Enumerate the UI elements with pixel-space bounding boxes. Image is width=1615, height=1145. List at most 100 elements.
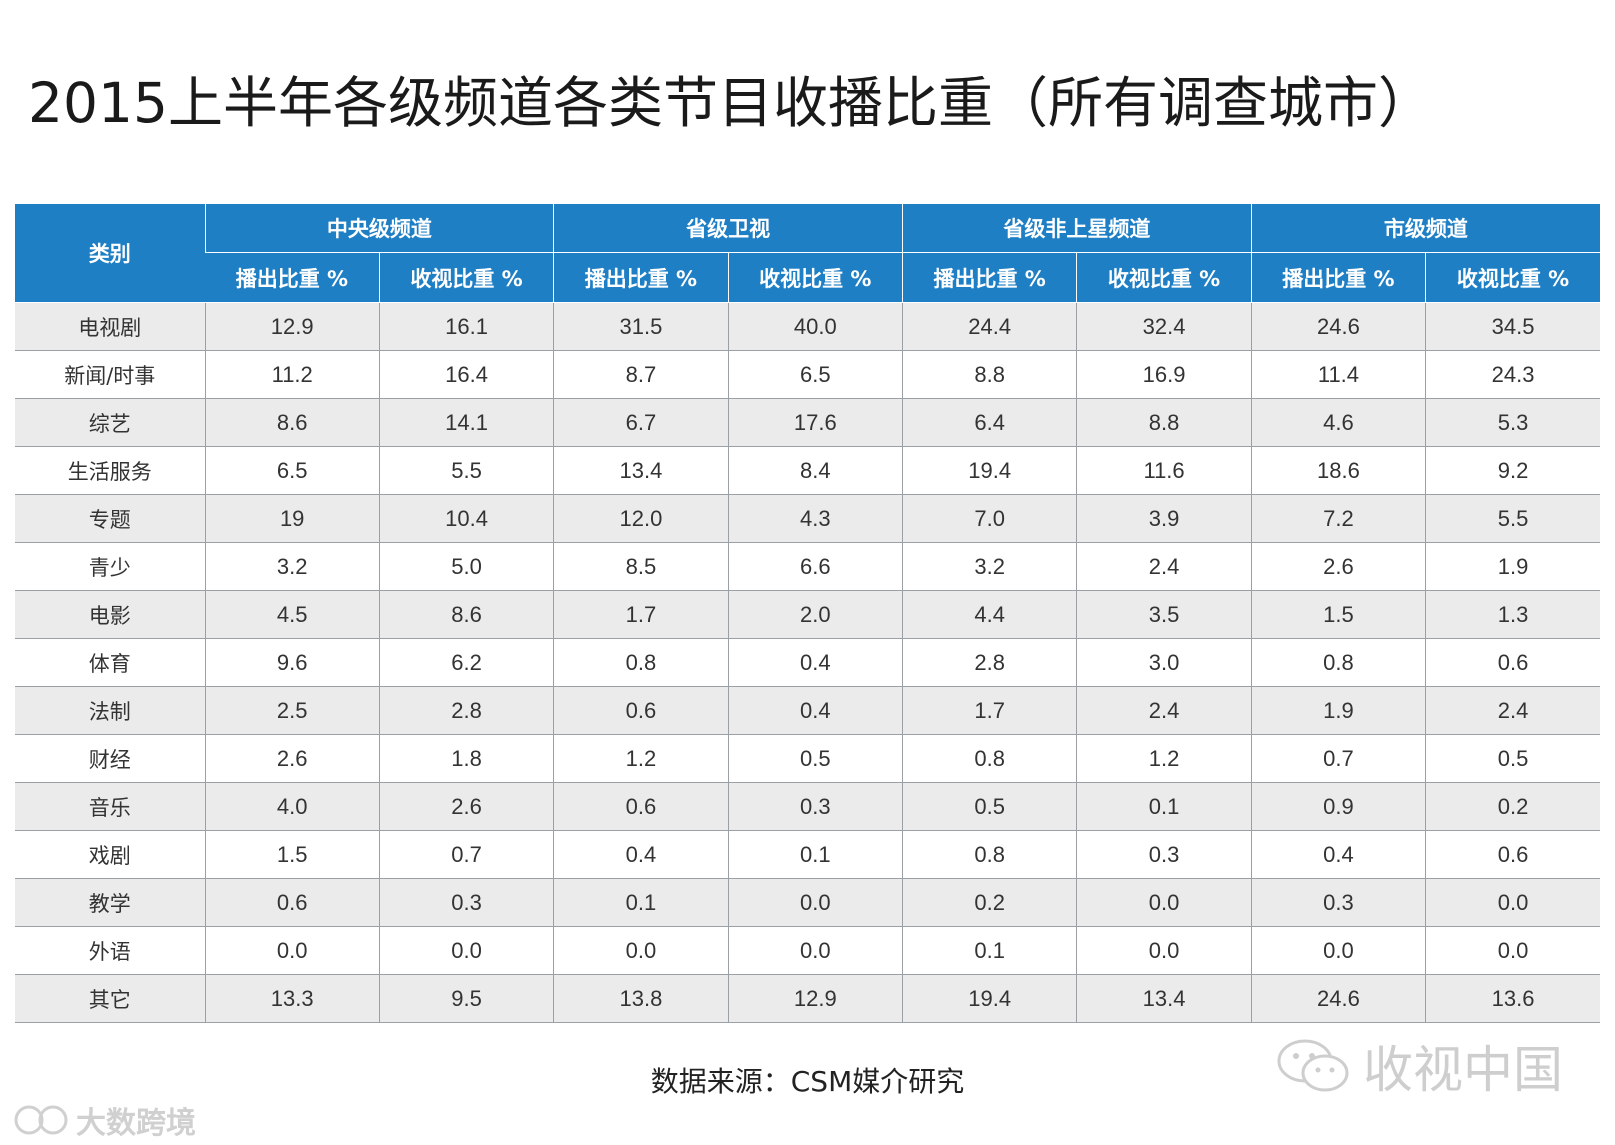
header-group-row: 类别 中央级频道 省级卫视 省级非上星频道 市级频道 (15, 204, 1600, 303)
table-cell-value: 31.5 (553, 302, 729, 351)
table-cell-value: 13.6 (1425, 974, 1600, 1023)
table-cell-value: 0.3 (1250, 878, 1426, 927)
source-note: 数据来源：CSM媒介研究 (650, 1065, 965, 1098)
table-cell-value: 11.2 (204, 350, 380, 399)
table-row: 综艺 8.6 14.1 6.7 17.6 6.4 8.8 4.6 5.3 (15, 398, 1600, 447)
table-cell-value: 24.3 (1425, 350, 1600, 399)
table-cell-value: 2.4 (1425, 686, 1600, 735)
table-cell-value: 19.4 (901, 974, 1077, 1023)
table-cell-value: 4.5 (204, 590, 380, 639)
table-cell-value: 5.5 (1425, 494, 1600, 543)
table-cell-value: 13.4 (553, 446, 729, 495)
table-row: 体育 9.6 6.2 0.8 0.4 2.8 3.0 0.8 0.6 (15, 638, 1600, 687)
table-cell-value: 0.5 (727, 734, 903, 783)
table-cell-value: 1.5 (1250, 590, 1426, 639)
row-category-label: 音乐 (15, 782, 205, 831)
table-body: 电视剧 12.9 16.1 31.5 40.0 24.4 32.4 24.6 34.5 新闻/时事… (15, 302, 1600, 1023)
table-cell-value: 34.5 (1425, 302, 1600, 351)
table-cell-value: 10.4 (378, 494, 554, 543)
sub-header-broadcast: 播出比重 % (1250, 252, 1426, 303)
table-row: 生活服务 6.5 5.5 13.4 8.4 19.4 11.6 18.6 9.2 (15, 446, 1600, 495)
row-category-label: 财经 (15, 734, 205, 783)
table-cell-value: 1.2 (1076, 734, 1252, 783)
table-cell-value: 19 (204, 494, 380, 543)
table-cell-value: 0.0 (727, 878, 903, 927)
table-cell-value: 1.7 (553, 590, 729, 639)
table-cell-value: 1.2 (553, 734, 729, 783)
table-cell-value: 0.1 (727, 830, 903, 879)
wechat-logo-icon (1277, 1039, 1349, 1092)
table-row: 电视剧 12.9 16.1 31.5 40.0 24.4 32.4 24.6 34.5 (15, 302, 1600, 351)
table-cell-value: 13.8 (553, 974, 729, 1023)
sub-header-viewing: 收视比重 % (378, 252, 554, 303)
row-category-label: 其它 (15, 974, 205, 1023)
table-cell-value: 12.0 (553, 494, 729, 543)
table-cell-value: 8.8 (1076, 398, 1252, 447)
table-cell-value: 3.2 (901, 542, 1077, 591)
table-cell-value: 1.8 (378, 734, 554, 783)
watermark-right: 收视中国 (1275, 1030, 1563, 1102)
table-cell-value: 5.3 (1425, 398, 1600, 447)
table-cell-value: 4.3 (727, 494, 903, 543)
table-cell-value: 5.0 (378, 542, 554, 591)
table-cell-value: 24.6 (1250, 302, 1426, 351)
table-cell-value: 6.7 (553, 398, 729, 447)
table-cell-value: 8.7 (553, 350, 729, 399)
table-cell-value: 0.0 (378, 926, 554, 975)
table-cell-value: 0.0 (1076, 926, 1252, 975)
table-cell-value: 0.8 (901, 830, 1077, 879)
table-cell-value: 3.5 (1076, 590, 1252, 639)
row-category-label: 法制 (15, 686, 205, 735)
header-sub-row: 播出比重 % 收视比重 % 播出比重 % 收视比重 % 播出比重 % 收视比重 … (15, 252, 1600, 303)
table-cell-value: 4.0 (204, 782, 380, 831)
table-cell-value: 12.9 (204, 302, 380, 351)
table-row: 戏剧 1.5 0.7 0.4 0.1 0.8 0.3 0.4 0.6 (15, 830, 1600, 879)
table-cell-value: 8.4 (727, 446, 903, 495)
table-cell-value: 0.4 (1250, 830, 1426, 879)
table-row: 其它 13.3 9.5 13.8 12.9 19.4 13.4 24.6 13.6 (15, 974, 1600, 1023)
group-header-provincial-satellite: 省级卫视 (553, 204, 903, 253)
table-cell-value: 0.6 (1425, 638, 1600, 687)
table-row: 电影 4.5 8.6 1.7 2.0 4.4 3.5 1.5 1.3 (15, 590, 1600, 639)
table-cell-value: 6.2 (378, 638, 554, 687)
table-cell-value: 8.6 (378, 590, 554, 639)
table-cell-value: 11.4 (1250, 350, 1426, 399)
watermark-right-text: 收视中国 (1363, 1041, 1563, 1099)
table-cell-value: 1.5 (204, 830, 380, 879)
table-cell-value: 2.4 (1076, 686, 1252, 735)
table-cell-value: 24.6 (1250, 974, 1426, 1023)
table-cell-value: 0.4 (727, 638, 903, 687)
table-cell-value: 0.8 (553, 638, 729, 687)
table-row: 新闻/时事 11.2 16.4 8.7 6.5 8.8 16.9 11.4 24.3 (15, 350, 1600, 399)
table-cell-value: 0.6 (553, 782, 729, 831)
watermark-left-text: 大数跨境 (76, 1106, 196, 1141)
table-cell-value: 0.3 (727, 782, 903, 831)
table-row: 音乐 4.0 2.6 0.6 0.3 0.5 0.1 0.9 0.2 (15, 782, 1600, 831)
table-cell-value: 0.3 (378, 878, 554, 927)
table-cell-value: 12.9 (727, 974, 903, 1023)
table-cell-value: 0.1 (553, 878, 729, 927)
table-cell-value: 0.9 (1250, 782, 1426, 831)
table-cell-value: 14.1 (378, 398, 554, 447)
page-title: 2015上半年各级频道各类节目收播比重（所有调查城市） (28, 71, 1433, 135)
table-row: 财经 2.6 1.8 1.2 0.5 0.8 1.2 0.7 0.5 (15, 734, 1600, 783)
table-cell-value: 2.6 (1250, 542, 1426, 591)
table-cell-value: 8.8 (901, 350, 1077, 399)
table-cell-value: 0.0 (1076, 878, 1252, 927)
table-cell-value: 2.8 (901, 638, 1077, 687)
row-category-label: 青少 (15, 542, 205, 591)
table-cell-value: 3.9 (1076, 494, 1252, 543)
table-cell-value: 3.0 (1076, 638, 1252, 687)
table-cell-value: 0.6 (1425, 830, 1600, 879)
table-cell-value: 13.3 (204, 974, 380, 1023)
table-cell-value: 3.2 (204, 542, 380, 591)
table-cell-value: 7.0 (901, 494, 1077, 543)
table-cell-value: 18.6 (1250, 446, 1426, 495)
table-row: 外语 0.0 0.0 0.0 0.0 0.1 0.0 0.0 0.0 (15, 926, 1600, 975)
table-cell-value: 19.4 (901, 446, 1077, 495)
table-cell-value: 1.9 (1250, 686, 1426, 735)
group-header-central: 中央级频道 (204, 204, 554, 253)
table-cell-value: 0.2 (1425, 782, 1600, 831)
table-row: 教学 0.6 0.3 0.1 0.0 0.2 0.0 0.3 0.0 (15, 878, 1600, 927)
table-cell-value: 8.6 (204, 398, 380, 447)
